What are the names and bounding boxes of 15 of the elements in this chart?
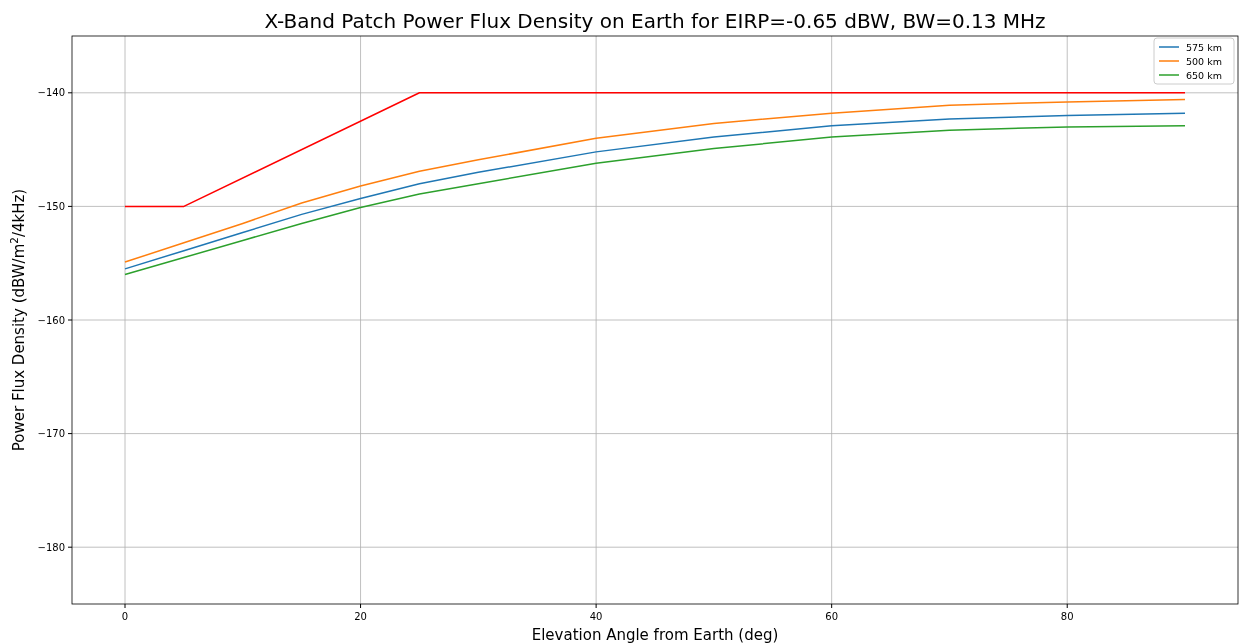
x-tick-label: 40 [589,611,603,622]
y-tick-label: −170 [37,428,65,440]
x-axis-title: Elevation Angle from Earth (deg) [531,626,779,644]
chart-title: X-Band Patch Power Flux Density on Earth for EIRP=-0.65 dBW, BW=0.13 MHz [264,9,1046,33]
legend-label: 500 km [1186,55,1222,67]
legend-label: 575 km [1186,41,1222,53]
legend-label: 650 km [1186,69,1222,81]
x-tick-label: 60 [825,611,839,622]
y-tick-label: −180 [37,541,65,553]
x-tick-label: 80 [1060,611,1074,622]
y-tick-label: −140 [37,87,65,99]
y-tick-label: −160 [37,314,65,326]
x-tick-label: 0 [121,611,129,622]
y-tick-label: −150 [37,200,65,212]
x-tick-label: 20 [354,611,367,622]
